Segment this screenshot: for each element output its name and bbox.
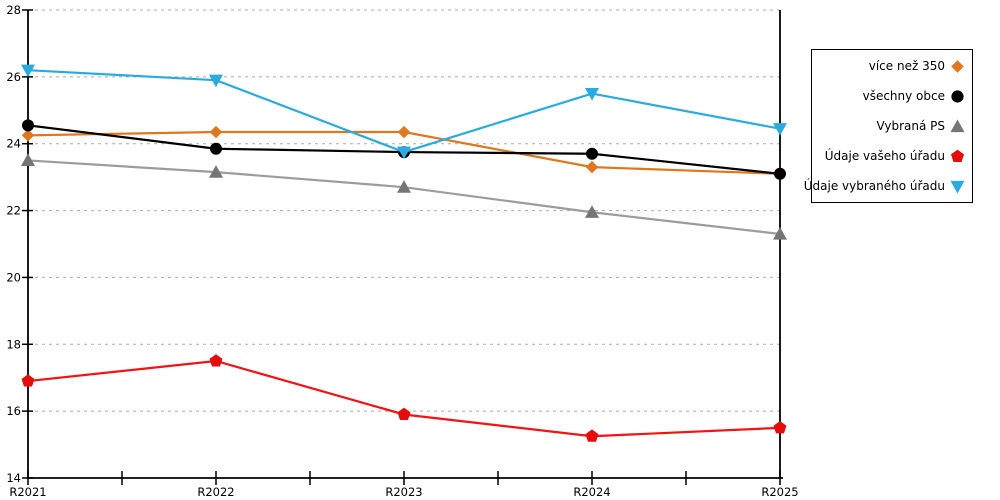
series-line-3 [27, 359, 781, 438]
legend-label: více než 350 [868, 59, 945, 73]
pentagon-marker-icon [950, 149, 965, 162]
data-point-marker [773, 421, 787, 434]
y-tick-label: 28 [6, 3, 21, 17]
data-point-marker [397, 180, 411, 193]
data-point-marker [210, 142, 222, 155]
legend-item[interactable]: Údaje vašeho úřadu [812, 142, 972, 170]
legend-item[interactable]: všechny obce [812, 82, 972, 110]
y-tick-label: 20 [6, 270, 21, 284]
y-tick-label: 26 [6, 70, 21, 84]
data-point-marker [22, 119, 34, 132]
y-tick-label: 18 [6, 337, 21, 351]
data-point-marker [21, 153, 35, 167]
legend-label: Vybraná PS [876, 119, 945, 133]
y-tick-label: 24 [6, 137, 21, 151]
circle-marker-icon [951, 89, 964, 103]
data-point-marker [773, 123, 787, 136]
data-point-marker [209, 74, 223, 88]
data-point-marker [209, 165, 223, 178]
legend-item[interactable]: Vybraná PS [812, 112, 972, 140]
data-point-marker [586, 147, 598, 160]
data-point-marker [209, 125, 223, 139]
x-tick-label: R2021 [9, 485, 46, 499]
data-point-marker [397, 146, 411, 160]
legend-item[interactable]: Údaje vybraného úřadu [804, 172, 972, 200]
data-point-marker [773, 226, 787, 240]
data-point-marker [397, 125, 411, 139]
data-point-marker [21, 64, 35, 78]
x-tick-label: R2024 [573, 485, 610, 499]
legend-label: všechny obce [862, 89, 945, 103]
data-point-marker [585, 160, 599, 174]
x-tick-label: R2023 [385, 485, 422, 499]
data-point-marker [585, 429, 599, 442]
y-tick-label: 14 [6, 471, 21, 485]
diamond-marker-icon [951, 59, 964, 73]
legend-label: Údaje vašeho úřadu [824, 149, 945, 163]
data-point-marker [774, 167, 786, 180]
y-tick-label: 22 [6, 204, 21, 218]
x-tick-label: R2025 [761, 485, 798, 499]
x-tick-label: R2022 [197, 485, 234, 499]
data-point-marker [397, 407, 411, 420]
triangle-up-marker-icon [950, 118, 965, 132]
data-point-marker [585, 205, 599, 218]
legend-item[interactable]: více než 350 [812, 52, 972, 80]
data-point-marker [21, 374, 35, 387]
data-point-marker [209, 354, 223, 367]
legend-label: Údaje vybraného úřadu [803, 179, 945, 193]
triangle-down-marker-icon [950, 180, 965, 194]
series-line-2 [27, 159, 781, 236]
data-point-marker [585, 87, 599, 101]
legend: více než 350 všechny obce Vybraná PS Údaje … [804, 49, 973, 203]
y-tick-label: 16 [6, 404, 21, 418]
